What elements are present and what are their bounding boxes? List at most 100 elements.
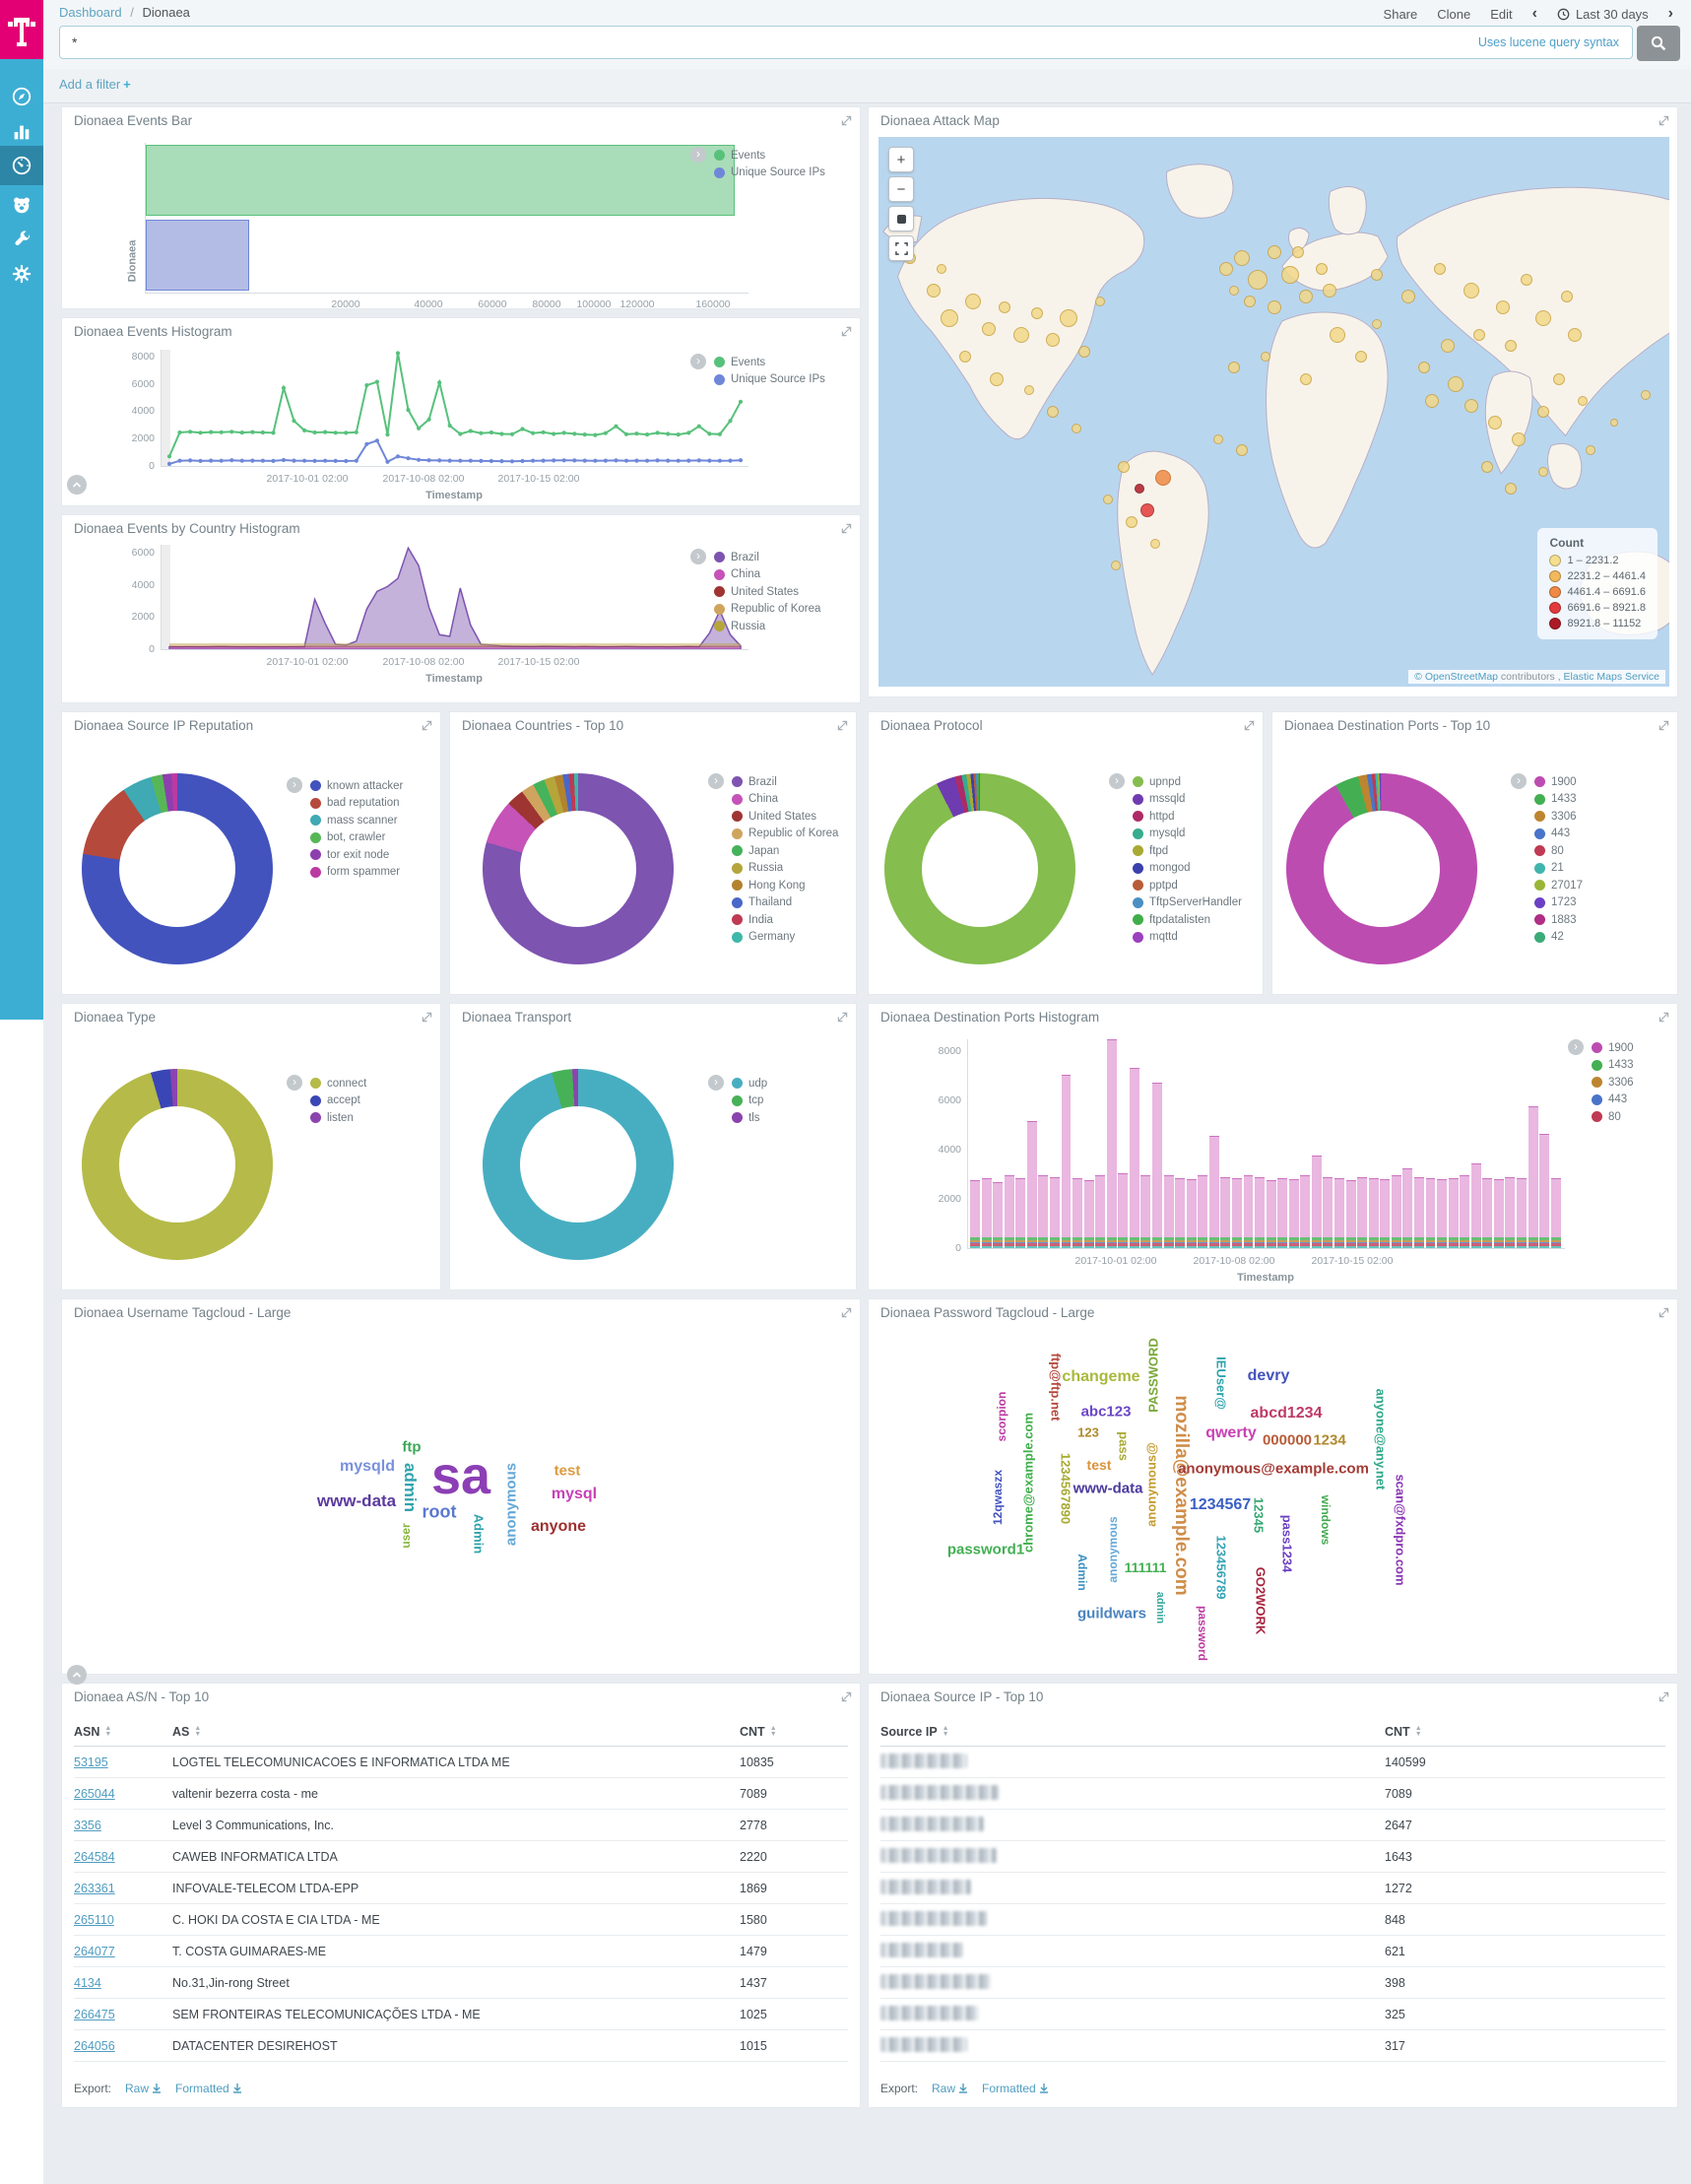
add-filter-button[interactable]: Add a filter + xyxy=(59,77,131,92)
clone-button[interactable]: Clone xyxy=(1437,6,1471,22)
expand-icon[interactable] xyxy=(841,326,852,337)
legend-expand-icon[interactable]: › xyxy=(1511,773,1527,789)
tagcloud-word[interactable]: abc123 xyxy=(1080,1403,1132,1421)
histogram-bar[interactable] xyxy=(1095,1039,1106,1248)
attack-bubble[interactable] xyxy=(1229,286,1240,297)
tagcloud-word[interactable]: pass xyxy=(1116,1431,1132,1461)
tagcloud-word[interactable]: test xyxy=(1086,1457,1112,1473)
legend-expand-icon[interactable]: › xyxy=(708,1075,724,1091)
attack-bubble[interactable] xyxy=(1155,469,1172,486)
expand-icon[interactable] xyxy=(1658,115,1669,126)
legend-item[interactable]: pptpd xyxy=(1133,877,1242,894)
histogram-bar[interactable] xyxy=(1323,1039,1333,1248)
attack-bubble[interactable] xyxy=(1150,538,1161,549)
tagcloud-word[interactable]: devry xyxy=(1247,1367,1290,1384)
legend-expand-icon[interactable]: › xyxy=(708,773,724,789)
attack-bubble[interactable] xyxy=(1329,326,1345,343)
legend-item[interactable]: China xyxy=(732,791,838,809)
tagcloud-word[interactable]: anyone xyxy=(530,1518,587,1535)
tagcloud-word[interactable]: 12qwaszx xyxy=(991,1469,1005,1526)
share-button[interactable]: Share xyxy=(1383,6,1418,22)
asn-link[interactable]: 265044 xyxy=(74,1786,115,1801)
histogram-bar[interactable] xyxy=(1140,1039,1151,1248)
legend-item[interactable]: 80 xyxy=(1592,1108,1634,1126)
histogram-bar[interactable] xyxy=(1277,1039,1288,1248)
attack-bubble[interactable] xyxy=(1261,352,1271,363)
histogram-bar[interactable] xyxy=(1231,1039,1242,1248)
type-donut-chart[interactable] xyxy=(82,1069,273,1260)
histogram-bar[interactable] xyxy=(1175,1039,1186,1248)
expand-icon[interactable] xyxy=(1658,1307,1669,1318)
attack-bubble[interactable] xyxy=(941,309,959,328)
sidebar-item-visualize[interactable] xyxy=(0,112,43,152)
expand-icon[interactable] xyxy=(841,1307,852,1318)
legend-item[interactable]: bad reputation xyxy=(310,795,403,813)
histogram-bar[interactable] xyxy=(1288,1039,1299,1248)
tagcloud-word[interactable]: ftp@ftp.net xyxy=(1048,1353,1064,1422)
tagcloud-word[interactable]: mysqld xyxy=(339,1458,396,1475)
histogram-bar[interactable] xyxy=(1402,1039,1413,1248)
sidebar-item-dev-tools[interactable] xyxy=(0,221,43,260)
attack-bubble[interactable] xyxy=(1030,306,1043,319)
asn-link[interactable]: 266475 xyxy=(74,2007,115,2021)
histogram-bar[interactable] xyxy=(1517,1039,1527,1248)
legend-item[interactable]: 443 xyxy=(1592,1092,1634,1109)
attack-bubble[interactable] xyxy=(1505,340,1518,353)
histogram-bar[interactable] xyxy=(1470,1039,1481,1248)
attack-bubble[interactable] xyxy=(1267,299,1281,314)
legend-item[interactable]: Unique Source IPs xyxy=(714,371,825,389)
legend-item[interactable]: 1723 xyxy=(1534,894,1583,912)
legend-item[interactable]: mqttd xyxy=(1133,929,1242,947)
tagcloud-word[interactable]: password xyxy=(1196,1605,1209,1662)
world-map[interactable]: + − Count 1 – 2231.2 2231.2 – 4461.4 4461.… xyxy=(878,137,1669,687)
legend-item[interactable]: TftpServerHandler xyxy=(1133,894,1242,912)
legend-item[interactable]: ftpdatalisten xyxy=(1133,911,1242,929)
asn-link[interactable]: 264584 xyxy=(74,1849,115,1864)
asn-link[interactable]: 4134 xyxy=(74,1975,101,1990)
attack-bubble[interactable] xyxy=(1434,262,1447,275)
expand-icon[interactable] xyxy=(422,720,432,731)
search-input[interactable] xyxy=(59,26,1633,59)
app-logo[interactable] xyxy=(0,0,43,59)
legend-item[interactable]: 443 xyxy=(1534,826,1583,843)
histogram-bar[interactable] xyxy=(1482,1039,1493,1248)
attack-bubble[interactable] xyxy=(937,263,947,274)
legend-item[interactable]: form spammer xyxy=(310,864,403,882)
attack-bubble[interactable] xyxy=(1094,297,1105,307)
legend-item[interactable]: listen xyxy=(310,1109,366,1127)
sidebar-item-discover[interactable] xyxy=(0,77,43,116)
attack-bubble[interactable] xyxy=(927,284,942,298)
breadcrumb-dashboard-link[interactable]: Dashboard xyxy=(59,5,122,20)
time-back-button[interactable]: ‹ xyxy=(1531,5,1537,22)
sidebar-item-management[interactable] xyxy=(0,254,43,294)
legend-item[interactable]: India xyxy=(732,911,838,929)
legend-item[interactable]: 27017 xyxy=(1534,877,1583,894)
histogram-bar[interactable] xyxy=(1061,1039,1072,1248)
legend-item[interactable]: Unique Source IPs xyxy=(714,165,825,182)
asn-link[interactable]: 264077 xyxy=(74,1944,115,1958)
histogram-bar[interactable] xyxy=(1266,1039,1276,1248)
attack-bubble[interactable] xyxy=(1441,339,1456,354)
tagcloud-word[interactable]: 111111 xyxy=(1124,1559,1167,1575)
attack-bubble[interactable] xyxy=(1418,362,1431,374)
attack-bubble[interactable] xyxy=(1537,467,1548,478)
histogram-bar[interactable] xyxy=(981,1039,992,1248)
tagcloud-word[interactable]: anonymous xyxy=(1106,1516,1120,1583)
legend-item[interactable]: connect xyxy=(310,1075,366,1092)
attack-bubble[interactable] xyxy=(1315,262,1328,275)
tagcloud-word[interactable]: root xyxy=(422,1501,457,1522)
attack-bubble[interactable] xyxy=(1291,246,1304,259)
legend-item[interactable]: httpd xyxy=(1133,808,1242,826)
attack-bubble[interactable] xyxy=(1464,399,1479,414)
attack-bubble[interactable] xyxy=(1577,395,1588,406)
histogram-bar[interactable] xyxy=(1345,1039,1356,1248)
legend-expand-icon[interactable]: › xyxy=(287,777,302,793)
column-header[interactable]: CNT ▲ ▼ xyxy=(740,1724,777,1739)
histogram-bar[interactable] xyxy=(1186,1039,1197,1248)
histogram-bar[interactable] xyxy=(1198,1039,1208,1248)
tagcloud-word[interactable]: 1234567890 xyxy=(1058,1452,1073,1525)
attack-bubble[interactable] xyxy=(1536,406,1549,418)
legend-item[interactable]: Japan xyxy=(732,842,838,860)
asn-link[interactable]: 53195 xyxy=(74,1754,108,1769)
histogram-bar[interactable] xyxy=(1083,1039,1094,1248)
